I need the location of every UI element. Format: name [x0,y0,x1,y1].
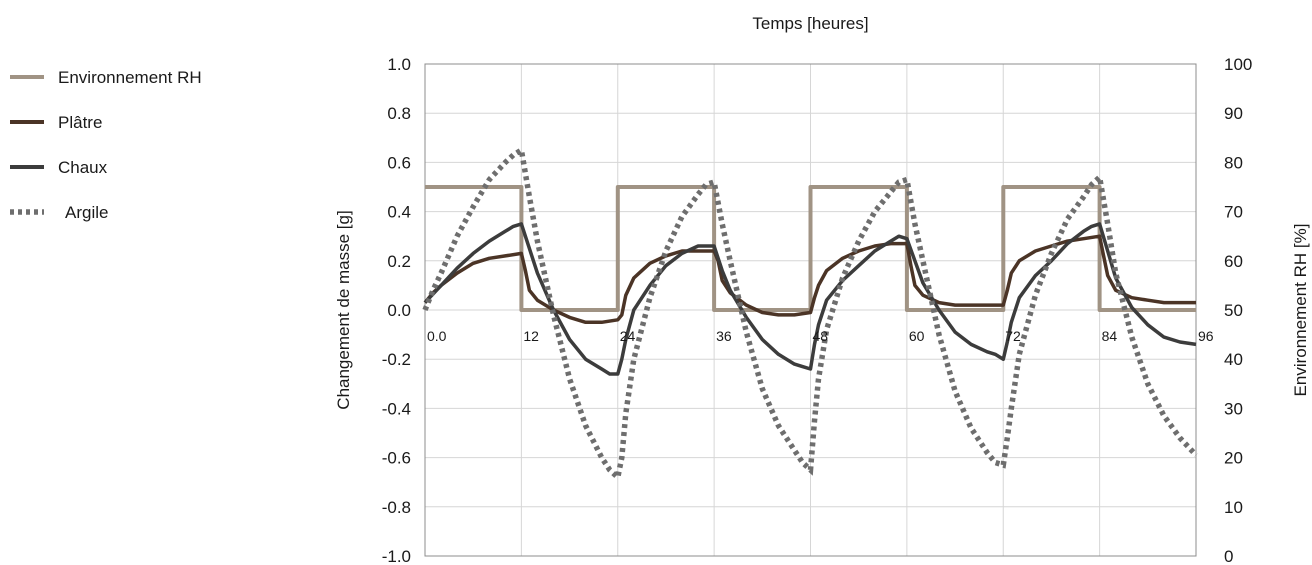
y-tick-label: 0.8 [387,104,411,123]
y-tick-label: -0.6 [382,449,411,468]
y-tick-label: 0.4 [387,203,411,222]
x-tick-label: 84 [1102,328,1118,344]
y-tick-label: -0.4 [382,399,411,418]
x-tick-label: 96 [1198,328,1214,344]
y2-tick-label: 80 [1224,153,1243,172]
y-tick-label: 0.2 [387,252,411,271]
y2-tick-label: 20 [1224,449,1243,468]
x-tick-label: 60 [909,328,925,344]
y-tick-label: -0.2 [382,350,411,369]
x-tick-label: 36 [716,328,732,344]
y2-tick-label: 60 [1224,252,1243,271]
x-tick-label: 48 [813,328,829,344]
y2-tick-label: 100 [1224,55,1252,74]
y2-tick-label: 0 [1224,547,1233,565]
x-tick-label: 72 [1005,328,1021,344]
y-tick-label: -0.8 [382,498,411,517]
series-line [425,185,1196,312]
y2-tick-label: 10 [1224,498,1243,517]
series-line [423,234,1196,325]
y2-tick-label: 40 [1224,350,1243,369]
legend-label: Plâtre [58,113,102,132]
x-tick-label: 24 [620,328,636,344]
y2-tick-label: 70 [1224,203,1243,222]
legend-label: Chaux [58,158,108,177]
series-layer [422,145,1199,483]
series-line [422,145,1199,483]
y2-axis-title: Environnement RH [%] [1291,224,1310,397]
y2-tick-label: 90 [1224,104,1243,123]
y2-tick-label: 50 [1224,301,1243,320]
series-line [423,222,1197,376]
y-axis-title: Changement de masse [g] [334,210,353,409]
x-tick-label: 0.0 [427,328,447,344]
x-axis-title: Temps [heures] [752,14,868,33]
y-tick-labels: 1.0 0.8 0.6 0.4 0.2 0.0 -0.2 -0.4 -0.6 -0.8 -1.0 [382,55,411,565]
x-tick-labels: 0.0 12 24 36 48 60 72 84 96 [427,328,1214,344]
x-tick-label: 12 [523,328,539,344]
legend-label: Environnement RH [58,68,202,87]
y-tick-label: 0.6 [387,153,411,172]
y-tick-label: -1.0 [382,547,411,565]
legend-label: Argile [65,203,108,222]
y-tick-label: 1.0 [387,55,411,74]
y-tick-label: 0.0 [387,301,411,320]
y2-tick-label: 30 [1224,399,1243,418]
legend: Environnement RH Plâtre Chaux Argile [10,68,202,222]
